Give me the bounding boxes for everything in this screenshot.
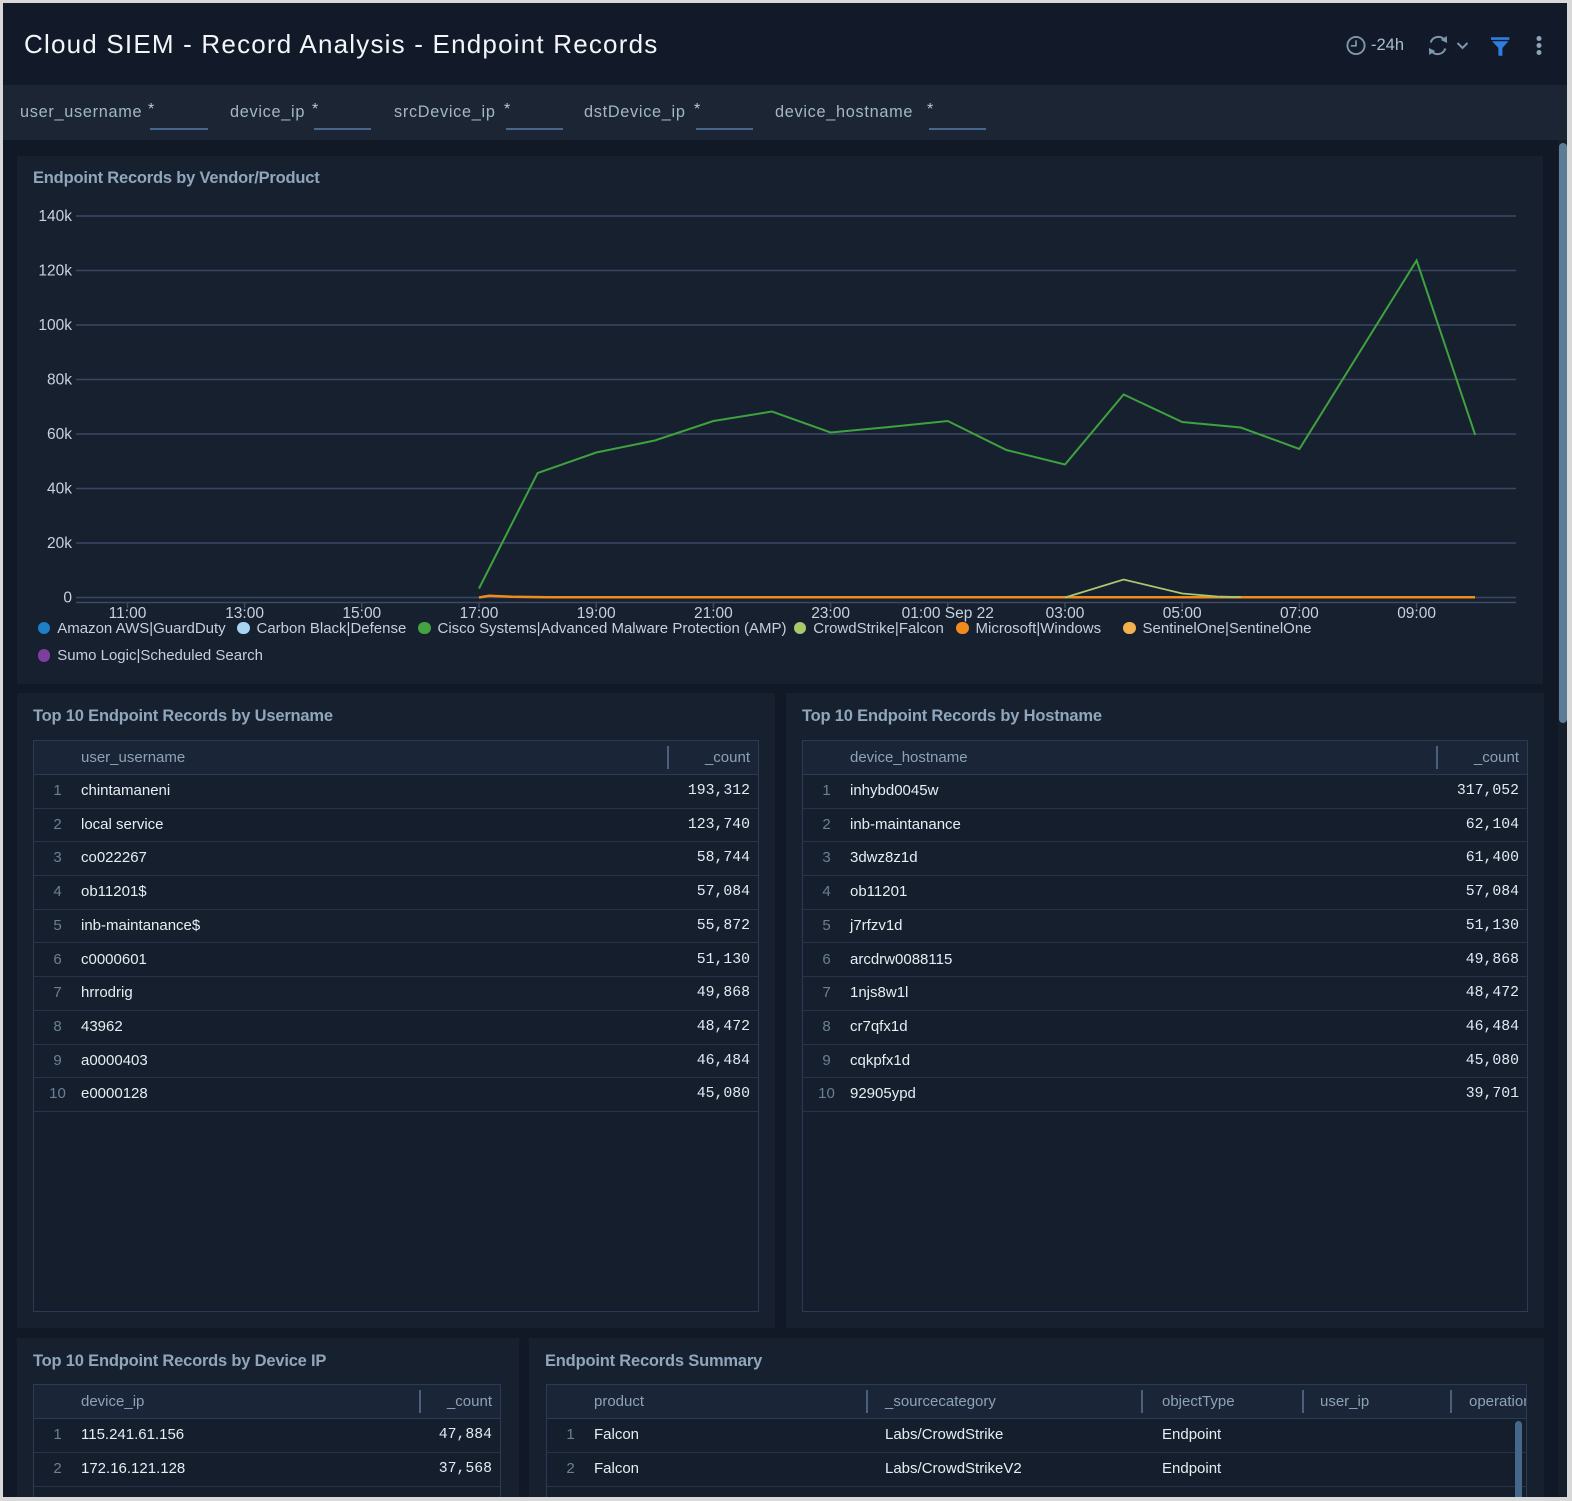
svg-text:11:00: 11:00	[109, 605, 147, 622]
svg-text:0: 0	[63, 590, 72, 607]
svg-text:60k: 60k	[47, 426, 72, 443]
svg-text:03:00: 03:00	[1046, 605, 1085, 622]
svg-text:21:00: 21:00	[694, 605, 733, 622]
svg-text:80k: 80k	[47, 372, 72, 389]
svg-text:13:00: 13:00	[225, 605, 264, 622]
svg-text:17:00: 17:00	[460, 605, 499, 622]
svg-text:23:00: 23:00	[811, 605, 850, 622]
svg-text:120k: 120k	[38, 263, 72, 280]
svg-text:01:00 Sep 22: 01:00 Sep 22	[902, 605, 994, 622]
svg-text:100k: 100k	[38, 317, 72, 334]
svg-text:20k: 20k	[47, 535, 72, 552]
svg-text:05:00: 05:00	[1163, 605, 1202, 622]
svg-text:07:00: 07:00	[1280, 605, 1319, 622]
svg-text:09:00: 09:00	[1397, 605, 1436, 622]
svg-text:15:00: 15:00	[342, 605, 381, 622]
svg-text:40k: 40k	[47, 481, 72, 498]
svg-text:19:00: 19:00	[577, 605, 616, 622]
svg-text:140k: 140k	[38, 208, 72, 225]
